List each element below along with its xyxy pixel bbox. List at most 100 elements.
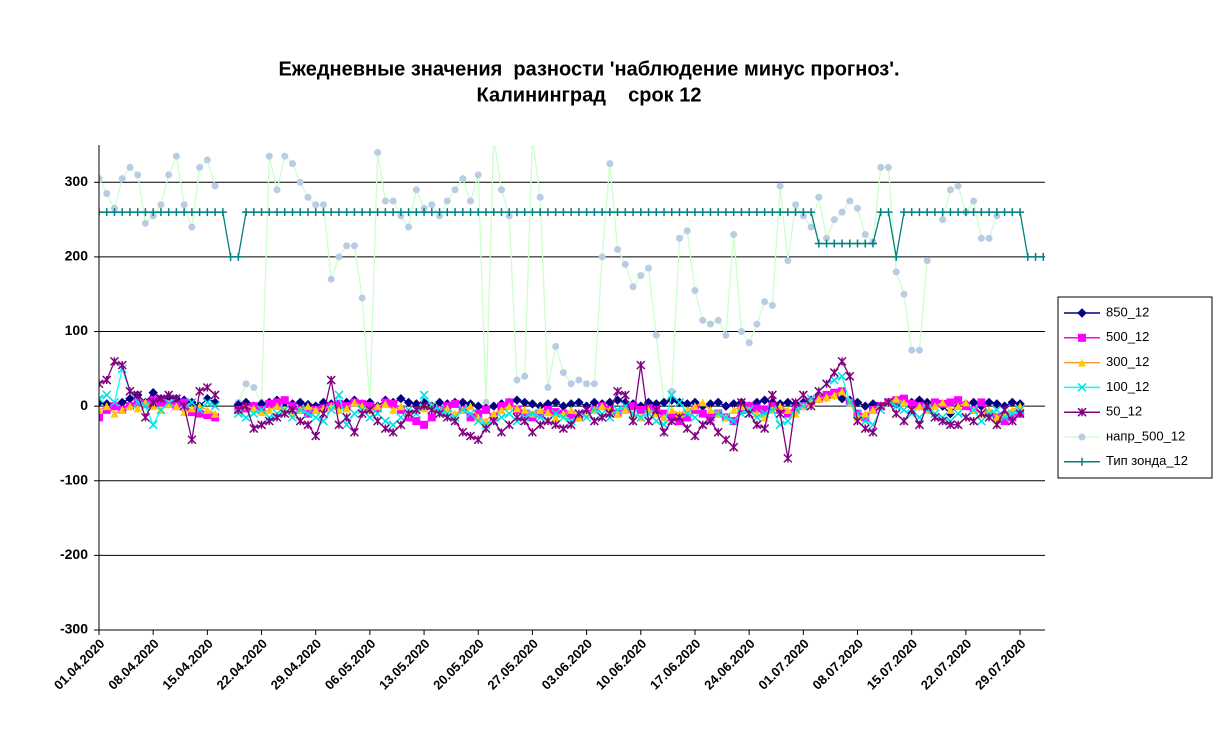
- marker: [474, 208, 483, 217]
- marker: [334, 390, 344, 400]
- marker: [713, 409, 723, 419]
- marker: [690, 402, 699, 411]
- marker: [745, 208, 754, 217]
- marker: [667, 390, 677, 400]
- marker: [954, 182, 962, 190]
- marker: [203, 405, 212, 414]
- marker: [389, 405, 398, 414]
- marker: [558, 401, 569, 411]
- marker: [976, 409, 986, 419]
- marker: [281, 152, 289, 160]
- marker: [659, 427, 669, 437]
- marker: [349, 427, 359, 437]
- marker: [652, 331, 660, 339]
- marker: [257, 405, 267, 415]
- marker: [574, 208, 583, 217]
- marker: [334, 208, 343, 217]
- marker: [698, 420, 708, 430]
- marker: [327, 208, 336, 217]
- marker: [869, 405, 877, 414]
- marker: [636, 360, 646, 370]
- marker: [636, 412, 646, 422]
- marker: [536, 193, 544, 201]
- marker: [852, 416, 863, 426]
- x-tick-label: 08.04.2020: [105, 636, 162, 693]
- marker: [574, 397, 584, 408]
- marker: [102, 208, 111, 217]
- marker: [226, 252, 235, 261]
- marker: [814, 239, 823, 248]
- marker: [830, 216, 838, 224]
- marker: [535, 412, 545, 422]
- marker: [295, 405, 305, 415]
- marker: [272, 412, 282, 422]
- marker: [860, 416, 870, 426]
- marker: [985, 208, 994, 217]
- marker: [706, 405, 715, 414]
- marker: [157, 201, 165, 209]
- x-tick-label: 17.06.2020: [647, 636, 704, 693]
- marker: [304, 193, 312, 201]
- marker: [706, 320, 714, 328]
- marker: [125, 386, 135, 396]
- marker: [365, 208, 374, 217]
- marker: [249, 404, 258, 413]
- marker: [388, 427, 398, 437]
- marker: [118, 175, 126, 183]
- marker: [814, 386, 824, 396]
- marker: [497, 186, 505, 194]
- marker: [969, 208, 978, 217]
- marker: [676, 234, 683, 242]
- marker: [211, 208, 220, 217]
- marker: [396, 402, 405, 411]
- marker: [380, 424, 390, 434]
- marker: [295, 416, 305, 426]
- marker: [938, 416, 948, 426]
- marker: [845, 371, 855, 381]
- marker: [133, 390, 143, 400]
- marker: [597, 412, 607, 422]
- marker: [558, 412, 568, 422]
- marker: [482, 398, 490, 406]
- marker: [481, 424, 491, 434]
- marker: [295, 397, 305, 408]
- marker: [907, 399, 916, 408]
- marker: [490, 134, 497, 141]
- marker: [265, 152, 273, 160]
- marker: [102, 402, 111, 411]
- marker: [218, 208, 227, 217]
- marker: [823, 234, 831, 242]
- chart-subtitle: Калининград срок 12: [477, 84, 702, 106]
- marker: [761, 298, 769, 306]
- marker: [412, 208, 421, 217]
- marker: [99, 413, 103, 422]
- marker: [250, 384, 258, 391]
- marker: [319, 208, 328, 217]
- x-tick-label: 10.06.2020: [593, 636, 650, 693]
- marker: [241, 401, 251, 411]
- marker: [467, 197, 475, 205]
- marker: [319, 201, 327, 209]
- marker: [303, 420, 313, 430]
- marker: [667, 208, 676, 217]
- marker: [117, 360, 127, 370]
- marker: [954, 208, 963, 217]
- marker: [899, 208, 908, 217]
- marker: [621, 208, 630, 217]
- marker: [1000, 417, 1009, 426]
- marker: [1007, 416, 1017, 426]
- marker: [830, 390, 839, 399]
- x-tick-label: 15.07.2020: [864, 636, 921, 693]
- marker: [861, 409, 870, 418]
- marker: [970, 197, 978, 205]
- marker: [883, 397, 894, 407]
- marker: [698, 409, 707, 418]
- marker: [605, 208, 614, 217]
- marker: [109, 356, 120, 366]
- marker: [815, 193, 823, 201]
- marker: [799, 208, 808, 217]
- marker: [180, 208, 189, 217]
- y-tick-label: 200: [65, 248, 89, 264]
- marker: [968, 397, 979, 408]
- marker: [767, 390, 777, 400]
